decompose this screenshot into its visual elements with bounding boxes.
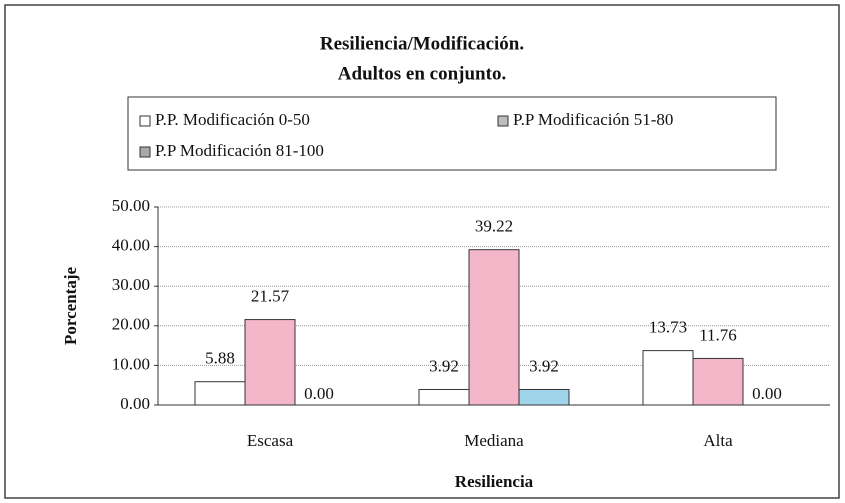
data-label: 5.88 — [205, 349, 235, 368]
x-tick-label: Mediana — [464, 431, 524, 450]
y-axis-label: Porcentaje — [61, 267, 80, 345]
legend-label: P.P Modificación 81-100 — [155, 141, 324, 160]
x-axis-label: Resiliencia — [455, 472, 534, 491]
y-tick-label: 20.00 — [112, 315, 150, 334]
chart-frame — [4, 4, 840, 499]
data-label: 11.76 — [699, 325, 737, 344]
chart-title: Resiliencia/Modificación. — [320, 33, 524, 54]
y-tick-label: 40.00 — [112, 236, 150, 255]
bar — [194, 381, 246, 406]
legend-box — [127, 96, 777, 171]
data-label: 0.00 — [304, 384, 334, 403]
chart-subtitle: Adultos en conjunto. — [338, 63, 506, 84]
data-label: 39.22 — [475, 217, 513, 236]
legend-label: P.P. Modificación 0-50 — [155, 110, 310, 129]
x-tick-label: Escasa — [247, 431, 294, 450]
data-label: 3.92 — [529, 356, 559, 375]
y-tick-label: 50.00 — [112, 196, 150, 215]
legend-swatch — [139, 115, 151, 127]
bar — [518, 388, 570, 406]
legend-swatch — [139, 146, 151, 158]
legend-swatch — [497, 115, 509, 127]
y-tick-label: 30.00 — [112, 275, 150, 294]
bar — [244, 319, 296, 406]
bar — [468, 249, 520, 406]
y-tick-label: 0.00 — [120, 394, 150, 413]
legend-label: P.P Modificación 51-80 — [513, 110, 673, 129]
bar — [692, 357, 744, 406]
data-label: 3.92 — [429, 356, 459, 375]
bar — [642, 350, 694, 406]
data-label: 0.00 — [752, 384, 782, 403]
data-label: 21.57 — [251, 286, 290, 305]
y-tick-label: 10.00 — [112, 354, 150, 373]
x-tick-label: Alta — [703, 431, 733, 450]
bar — [418, 388, 470, 406]
data-label: 13.73 — [649, 318, 687, 337]
